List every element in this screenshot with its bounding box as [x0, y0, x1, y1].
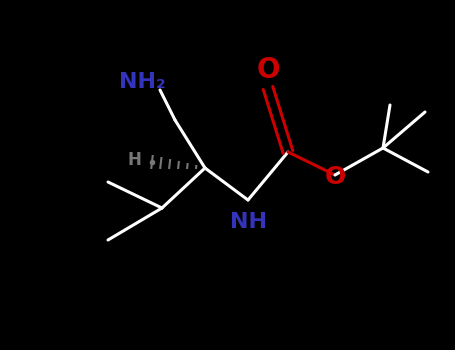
Text: NH: NH: [229, 212, 267, 232]
Text: O: O: [256, 56, 280, 84]
Text: O: O: [324, 165, 346, 189]
Text: NH₂: NH₂: [119, 72, 165, 92]
Text: H: H: [127, 151, 141, 169]
